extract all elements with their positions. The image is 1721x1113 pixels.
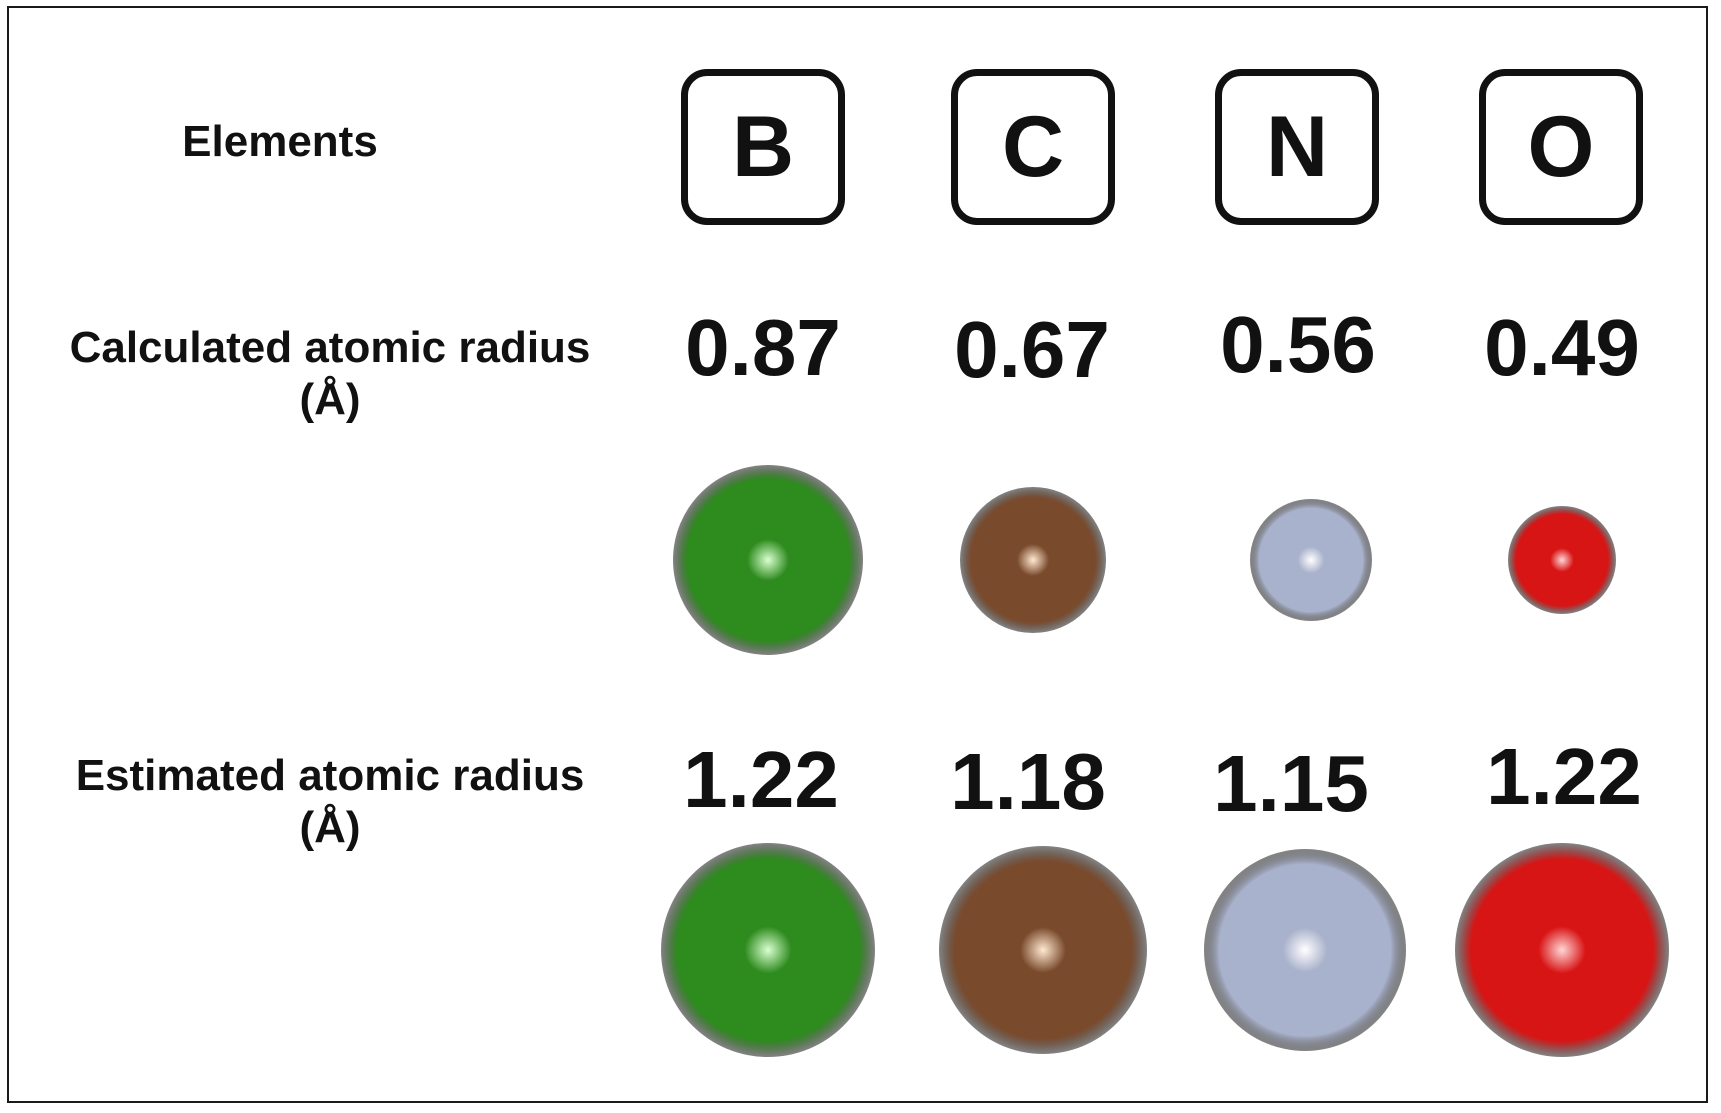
estimated-value-n: 1.15 (1213, 739, 1369, 828)
estimated-value-b: 1.22 (683, 735, 839, 824)
estimated-value-c: 1.18 (950, 737, 1106, 826)
estimated-sphere-b (661, 843, 875, 1057)
calculated-radius-label: Calculated atomic radius (Å) (10, 322, 650, 426)
calculated-value-c: 0.67 (954, 305, 1110, 394)
estimated-value-o: 1.22 (1486, 732, 1642, 821)
estimated-radius-label-line1: Estimated atomic radius (75, 751, 585, 800)
calculated-value-o: 0.49 (1484, 303, 1640, 392)
elements-row-label: Elements (182, 117, 378, 166)
estimated-sphere-c (939, 846, 1147, 1054)
calculated-sphere-o (1508, 506, 1616, 614)
calculated-sphere-c (960, 487, 1106, 633)
element-box-c: C (951, 69, 1115, 225)
estimated-sphere-n (1204, 849, 1406, 1051)
calculated-value-n: 0.56 (1220, 300, 1376, 389)
estimated-sphere-o (1455, 843, 1669, 1057)
calculated-radius-label-line1: Calculated atomic radius (69, 323, 591, 372)
element-box-o: O (1479, 69, 1643, 225)
calculated-value-b: 0.87 (685, 303, 841, 392)
calculated-sphere-b (673, 465, 863, 655)
calculated-radius-label-line2: (Å) (299, 375, 361, 424)
estimated-radius-label-line2: (Å) (299, 803, 361, 852)
element-box-n: N (1215, 69, 1379, 225)
element-box-b: B (681, 69, 845, 225)
estimated-radius-label: Estimated atomic radius (Å) (10, 750, 650, 854)
figure-frame (7, 6, 1708, 1103)
calculated-sphere-n (1250, 499, 1372, 621)
